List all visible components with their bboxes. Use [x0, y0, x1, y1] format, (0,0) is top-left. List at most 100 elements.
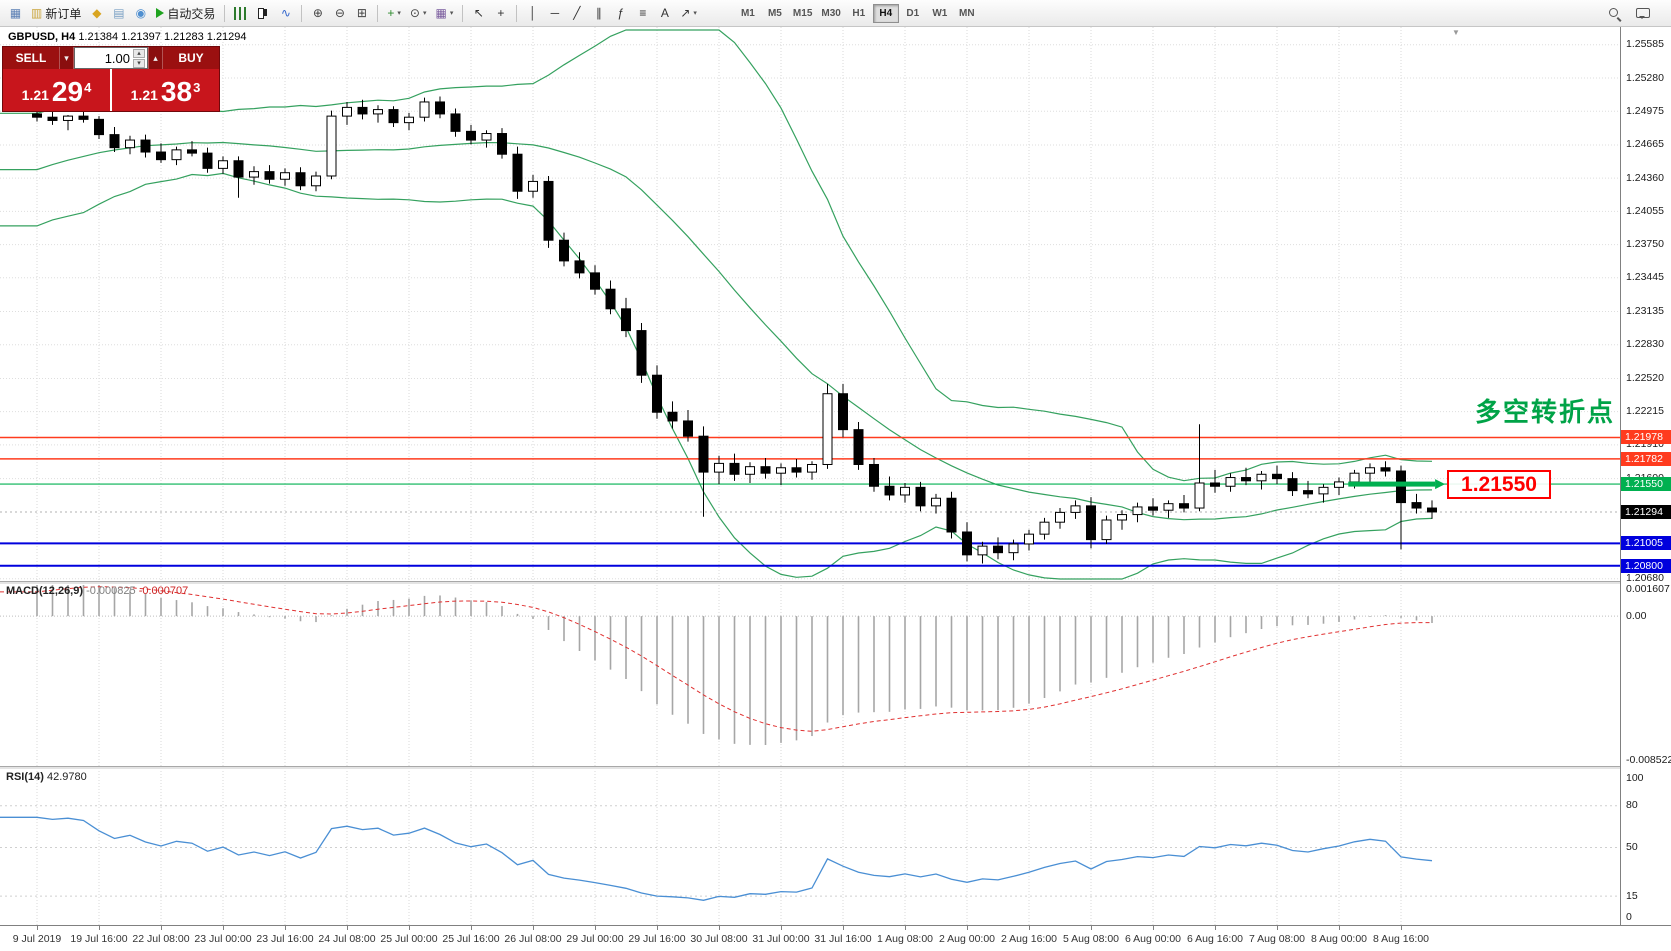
text-label-button[interactable]: A	[654, 3, 675, 24]
one-click-trading-panel: SELL ▾ 1.00 ▴ ▾ ▴ BUY 1.21 29 4 1.21 38 3	[2, 46, 220, 112]
data-window-button[interactable]: ▤	[108, 3, 129, 24]
chart-window-button[interactable]: ▦	[5, 3, 26, 24]
time-axis-label: 31 Jul 16:00	[814, 933, 872, 945]
buy-options-caret-icon[interactable]: ▴	[148, 47, 163, 69]
time-axis-label: 6 Aug 00:00	[1124, 933, 1182, 945]
price-axis[interactable]: 1.25585 1.25280 1.24975 1.24665 1.24360 1.240…	[1620, 27, 1671, 925]
new-chart-button[interactable]: + ▾	[383, 3, 405, 24]
price-axis-tick: 1.24665	[1626, 138, 1664, 151]
volume-spinner: ▴ ▾	[133, 48, 145, 68]
timeframe-MN[interactable]: MN	[959, 7, 975, 19]
periods-icon: ⊙	[409, 6, 420, 20]
candlestick-mode-button[interactable]	[252, 3, 274, 24]
macd-signal-value: -0.000707	[138, 585, 189, 597]
volume-decrement-icon[interactable]: ▾	[133, 58, 145, 68]
toolbar-separator	[224, 4, 226, 22]
horizontal-line-button[interactable]: ─	[544, 3, 565, 24]
time-axis-tickmark	[533, 926, 534, 930]
periods-button[interactable]: ⊙ ▾	[406, 3, 431, 24]
toolbar-separator	[377, 4, 379, 22]
time-axis-tickmark	[1401, 926, 1402, 930]
auto-trading-button[interactable]: 自动交易	[152, 3, 219, 24]
templates-caret-icon: ▾	[449, 10, 454, 17]
time-axis-label: 9 Jul 2019	[12, 933, 62, 945]
equidistant-channel-button[interactable]: ∥	[588, 3, 609, 24]
price-axis-tick: 1.25585	[1626, 38, 1664, 51]
time-axis-label: 8 Aug 16:00	[1372, 933, 1430, 945]
macd-histogram	[0, 585, 1620, 745]
volume-input[interactable]: 1.00 ▴ ▾	[74, 47, 148, 69]
timeframe-H4[interactable]: H4	[872, 3, 899, 23]
time-axis-tickmark	[1153, 926, 1154, 930]
horizontal-line-icon: ─	[550, 6, 560, 20]
new-order-button[interactable]: ▥ 新订单	[27, 3, 85, 24]
price-axis-tick: 1.24055	[1626, 204, 1664, 217]
sell-options-caret-icon[interactable]: ▾	[59, 47, 74, 69]
timeframe-M1[interactable]: M1	[740, 7, 755, 19]
timeframe-M15[interactable]: M15	[792, 7, 813, 19]
price-axis-tick: 1.22520	[1626, 371, 1664, 384]
buy-price-figure: 1.21	[130, 87, 158, 103]
panel-separator[interactable]	[0, 581, 1620, 584]
data-window-icon: ▤	[113, 6, 125, 20]
time-axis-tickmark	[1091, 926, 1092, 930]
crosshair-button[interactable]: +	[490, 3, 511, 24]
horizontal-levels	[0, 436, 1620, 567]
sell-price-button[interactable]: 1.21 29 4	[3, 69, 110, 111]
buy-price-button[interactable]: 1.21 38 3	[112, 69, 219, 111]
buy-price-pips: 38	[160, 76, 193, 107]
bollinger-bands	[0, 29, 1433, 580]
chart-shift-marker[interactable]: ▼	[1452, 28, 1460, 37]
bar-chart-mode-button[interactable]	[230, 3, 251, 24]
timeframe-D1[interactable]: D1	[906, 7, 920, 19]
chat-button[interactable]	[1631, 3, 1654, 24]
cursor-button[interactable]: ↖	[468, 3, 489, 24]
panel-separator[interactable]	[0, 766, 1620, 769]
volume-increment-icon[interactable]: ▴	[133, 48, 145, 58]
rsi-label: RSI(14) 42.9780	[6, 771, 87, 783]
time-axis-tickmark	[471, 926, 472, 930]
time-axis-tickmark	[843, 926, 844, 930]
rsi-axis-tick: 100	[1626, 771, 1644, 784]
time-axis[interactable]: 9 Jul 2019 19 Jul 16:00 22 Jul 08:00 23 Jul…	[0, 925, 1671, 951]
zoom-in-button[interactable]: ⊕	[307, 3, 328, 24]
search-icon	[1607, 6, 1621, 20]
time-axis-tickmark	[99, 926, 100, 930]
toolbar-separator	[462, 4, 464, 22]
time-axis-label: 26 Jul 08:00	[504, 933, 562, 945]
line-chart-mode-button[interactable]: ∿	[275, 3, 296, 24]
search-button[interactable]	[1603, 3, 1625, 24]
tile-windows-button[interactable]: ⊞	[351, 3, 372, 24]
time-axis-label: 24 Jul 08:00	[318, 933, 376, 945]
time-axis-label: 5 Aug 08:00	[1062, 933, 1120, 945]
buy-price-point: 3	[193, 80, 201, 95]
auto-trading-label: 自动交易	[167, 6, 216, 21]
templates-button[interactable]: ▦ ▾	[431, 3, 457, 24]
fibonacci-button[interactable]: ƒ	[610, 3, 631, 24]
zoom-out-button[interactable]: ⊖	[329, 3, 350, 24]
timeframe-H1[interactable]: H1	[852, 7, 866, 19]
price-axis-tick: 1.23135	[1626, 305, 1664, 318]
time-axis-tickmark	[1339, 926, 1340, 930]
toolbar-right	[1603, 3, 1654, 24]
market-watch-button[interactable]: ◆	[86, 3, 107, 24]
sell-button[interactable]: SELL	[3, 47, 59, 69]
objects-list-button[interactable]: ≡	[632, 3, 653, 24]
sell-price-figure: 1.21	[21, 87, 49, 103]
trendline-button[interactable]: ╱	[566, 3, 587, 24]
navigator-button[interactable]: ◉	[130, 3, 151, 24]
auto-trading-icon	[156, 8, 165, 18]
zoom-out-icon: ⊖	[334, 6, 345, 20]
timeframe-W1[interactable]: W1	[932, 7, 948, 19]
arrow-objects-button[interactable]: ↗ ▾	[676, 3, 701, 24]
timeframe-M5[interactable]: M5	[767, 7, 782, 19]
buy-button[interactable]: BUY	[163, 47, 219, 69]
toolbar-separator	[516, 4, 518, 22]
timeframe-M30[interactable]: M30	[821, 7, 841, 19]
tile-windows-icon: ⊞	[356, 6, 367, 20]
time-axis-label: 1 Aug 08:00	[876, 933, 934, 945]
templates-icon: ▦	[435, 6, 447, 20]
vertical-line-button[interactable]: │	[522, 3, 543, 24]
